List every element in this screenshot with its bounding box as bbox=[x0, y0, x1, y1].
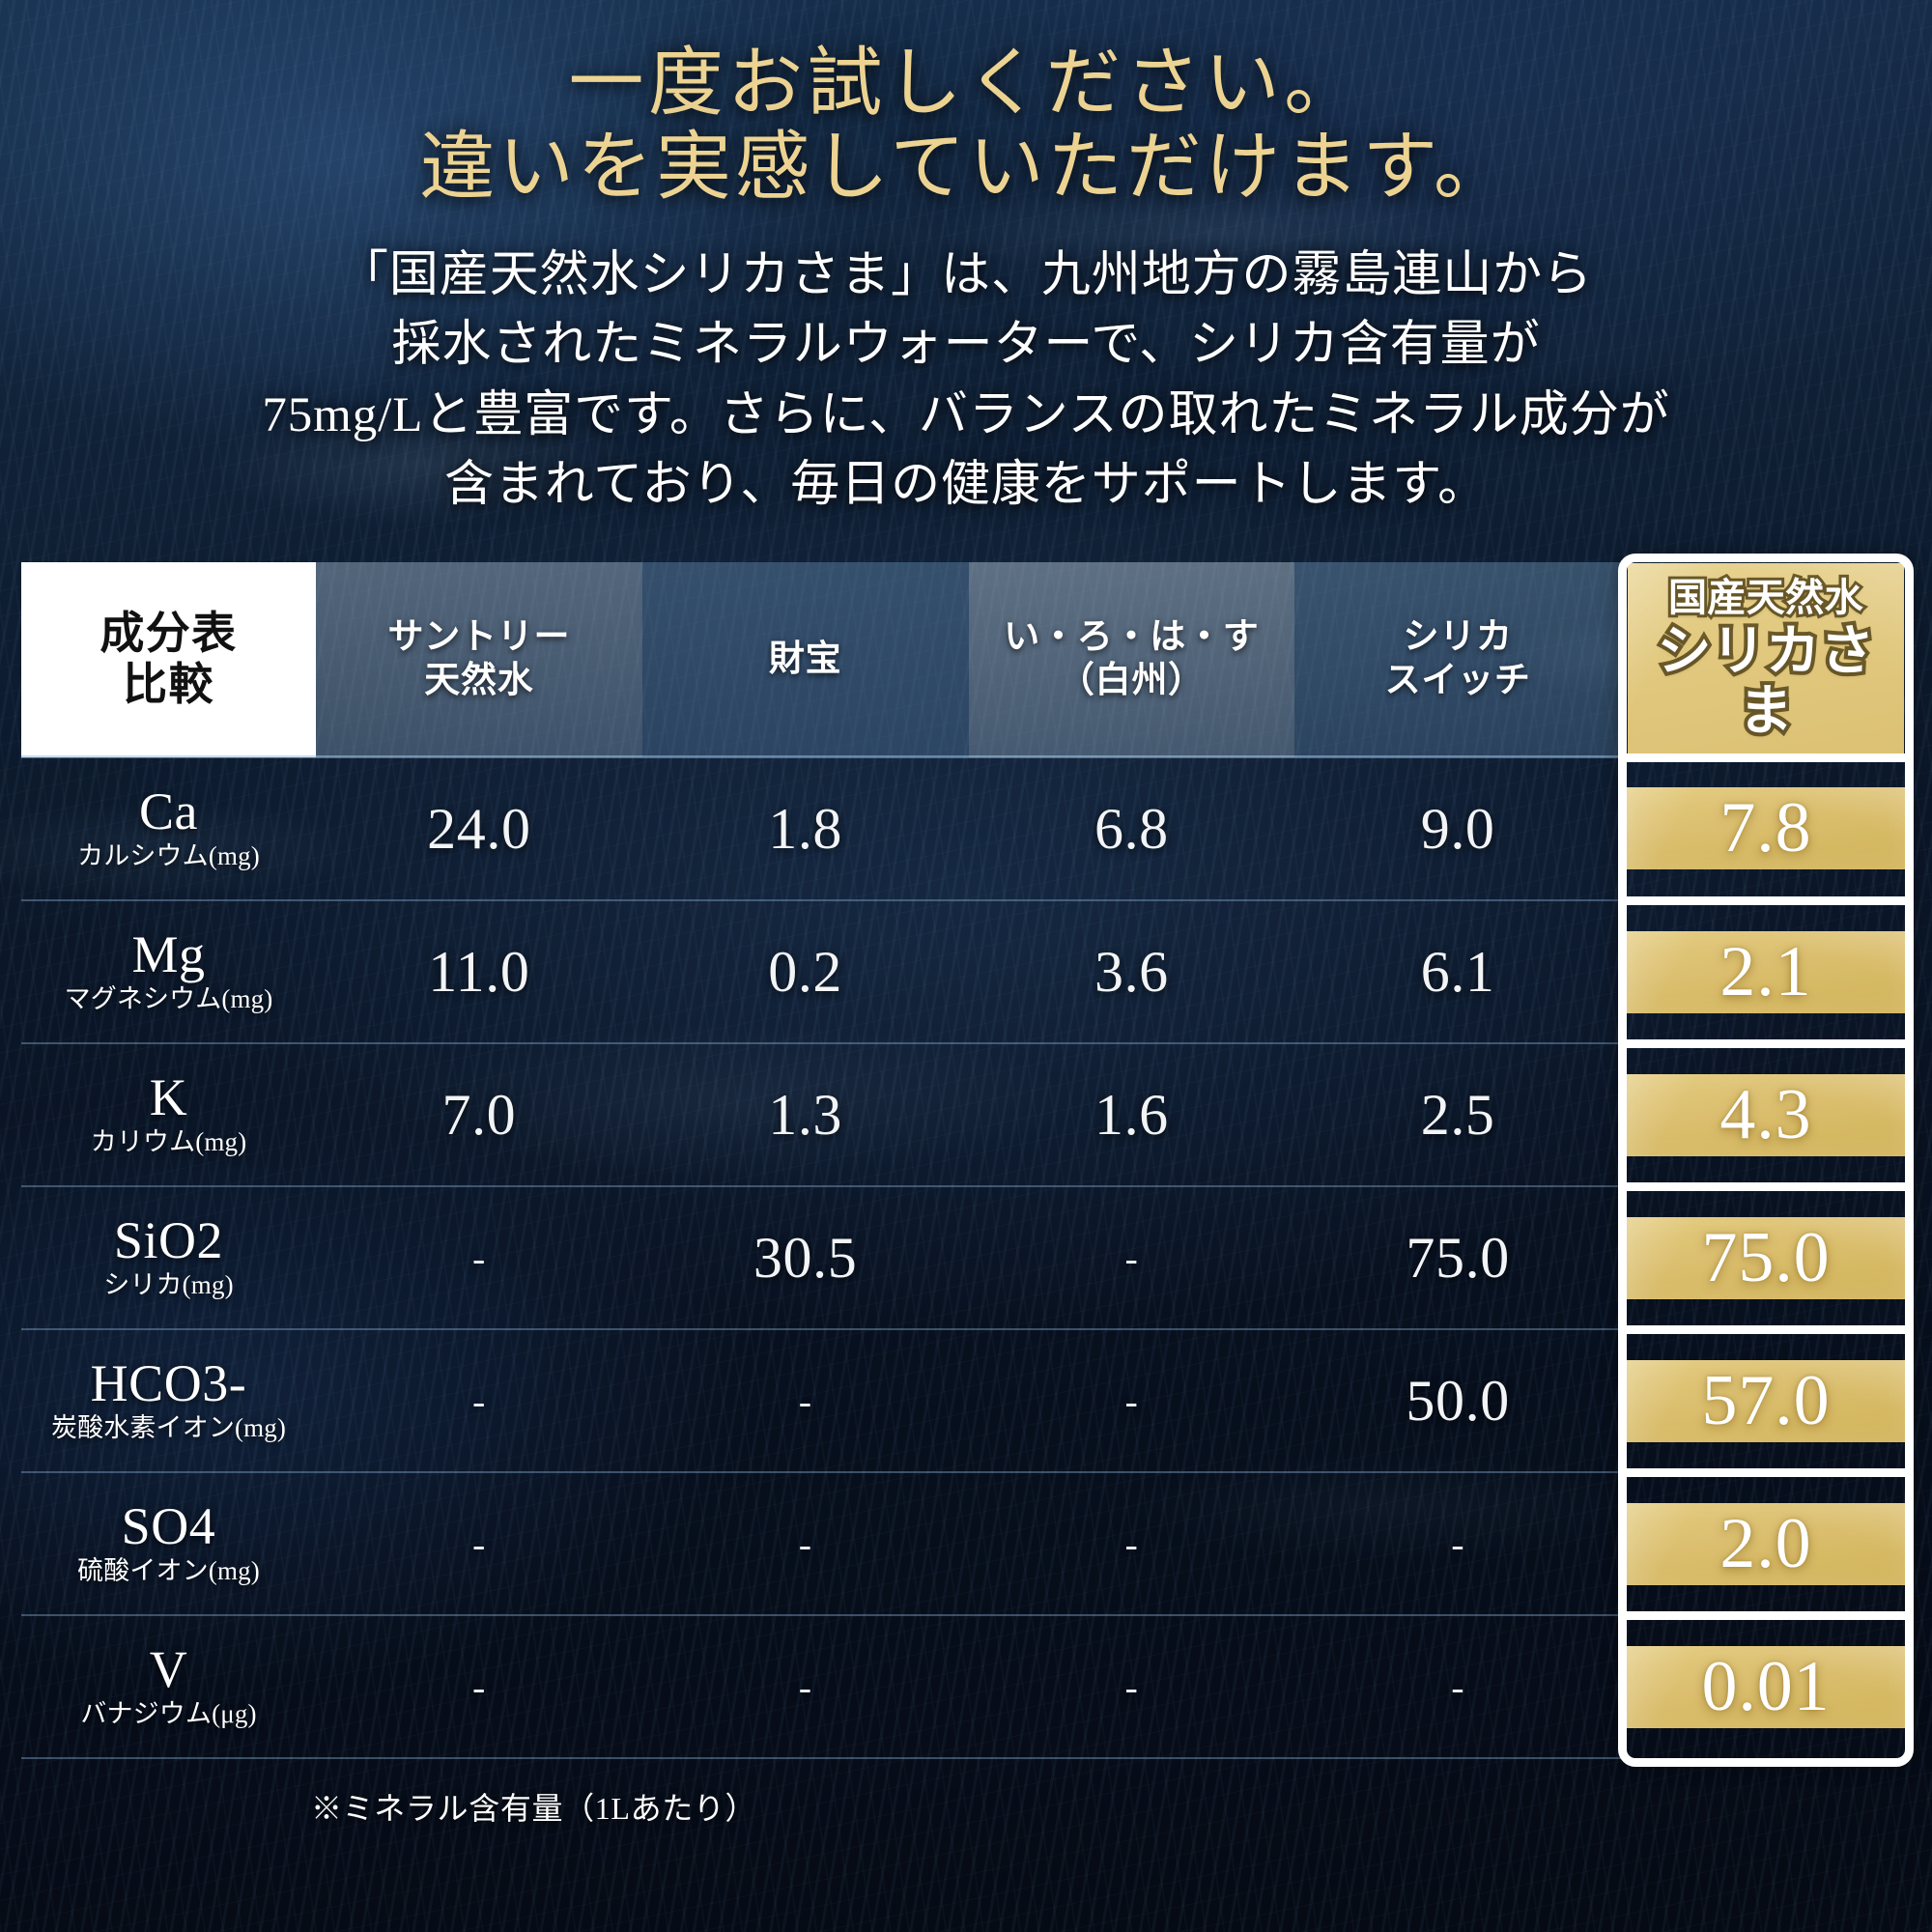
hero-value: 75.0 bbox=[1701, 1217, 1831, 1297]
row-label-k: K カリウム(mg) bbox=[21, 1042, 316, 1187]
lead-line-3: 75mg/Lと豊富です。さらに、バランスの取れたミネラル成分が bbox=[262, 387, 1670, 442]
corner-label-line-2: 比較 bbox=[123, 660, 214, 710]
row-japanese-name: 炭酸水素イオン(mg) bbox=[51, 1412, 286, 1442]
row-japanese-name: マグネシウム(mg) bbox=[64, 983, 273, 1013]
table-cell: - bbox=[316, 1328, 642, 1473]
column-header-suntory: サントリー 天然水 bbox=[316, 562, 642, 757]
column-header-line-1: い・ろ・は・す bbox=[1004, 617, 1260, 658]
row-symbol: K bbox=[149, 1067, 188, 1126]
table-row: K カリウム(mg) 7.0 1.3 1.6 2.5 4.3 bbox=[21, 1042, 1911, 1187]
table-cell: - bbox=[1294, 1471, 1621, 1616]
headline: 一度お試しください。 違いを実感していただけます。 bbox=[0, 0, 1932, 210]
table-cell: 9.0 bbox=[1294, 755, 1621, 901]
row-japanese-name: 硫酸イオン(mg) bbox=[77, 1555, 260, 1585]
lead-paragraph: 「国産天然水シリカさま」は、九州地方の霧島連山から 採水されたミネラルウォーター… bbox=[0, 241, 1932, 521]
table-cell: 3.6 bbox=[968, 899, 1295, 1044]
row-japanese-name: バナジウム(μg) bbox=[80, 1698, 257, 1728]
table-cell: 1.3 bbox=[641, 1042, 969, 1187]
row-symbol: Ca bbox=[138, 781, 199, 840]
table-cell: 2.5 bbox=[1294, 1042, 1621, 1187]
table-row: Ca カルシウム(mg) 24.0 1.8 6.8 9.0 7.8 bbox=[21, 755, 1911, 901]
row-symbol: HCO3- bbox=[90, 1353, 247, 1412]
hero-cell: 57.0 bbox=[1621, 1329, 1911, 1472]
table-cell: 24.0 bbox=[316, 755, 642, 901]
hero-cell: 4.3 bbox=[1621, 1043, 1911, 1186]
table-cell: - bbox=[968, 1185, 1295, 1330]
table-cell: - bbox=[316, 1471, 642, 1616]
hero-value: 0.01 bbox=[1701, 1646, 1831, 1726]
row-symbol: SiO2 bbox=[113, 1210, 224, 1269]
hero-value: 4.3 bbox=[1719, 1074, 1812, 1154]
table-row: HCO3- 炭酸水素イオン(mg) - - -50.0 57.0 bbox=[21, 1328, 1911, 1473]
comparison-table-wrap: 成分表 比較 サントリー 天然水 財宝 い・ろ・は・す （白州） bbox=[0, 554, 1932, 1829]
column-header-line-1: シリカ bbox=[1403, 617, 1513, 658]
table-cell: - bbox=[316, 1614, 642, 1760]
row-japanese-name: シリカ(mg) bbox=[103, 1269, 234, 1299]
column-header-zaiho: 財宝 bbox=[641, 562, 969, 757]
lead-line-4: 含まれており、毎日の健康をサポートします。 bbox=[443, 457, 1489, 512]
table-cell: - bbox=[641, 1328, 969, 1473]
table-cell: - bbox=[968, 1328, 1295, 1473]
column-header-line-2: スイッチ bbox=[1384, 661, 1531, 701]
table-cell: - bbox=[316, 1185, 642, 1330]
table-header-row: 成分表 比較 サントリー 天然水 財宝 い・ろ・は・す （白州） bbox=[21, 562, 1911, 757]
column-header-line-2: 天然水 bbox=[424, 661, 534, 701]
table-row: SiO2 シリカ(mg) -30.5-75.0 75.0 bbox=[21, 1185, 1911, 1330]
table-cell: 75.0 bbox=[1294, 1185, 1621, 1330]
headline-line-1: 一度お試しください。 bbox=[568, 41, 1364, 125]
hero-cell: 75.0 bbox=[1621, 1186, 1911, 1329]
hero-header-line-1: 国産天然水 bbox=[1665, 574, 1866, 622]
column-header-line-1: サントリー bbox=[387, 617, 571, 658]
row-label-v: V バナジウム(μg) bbox=[21, 1614, 316, 1760]
row-symbol: Mg bbox=[131, 924, 206, 983]
table-cell: 11.0 bbox=[316, 899, 642, 1044]
table-cell: 30.5 bbox=[641, 1185, 969, 1330]
table-cell: 1.8 bbox=[641, 755, 969, 901]
hero-cell: 0.01 bbox=[1621, 1615, 1911, 1758]
footnote: ※ミネラル含有量（1Lあたり） bbox=[311, 1791, 757, 1827]
table-cell: 6.1 bbox=[1294, 899, 1621, 1044]
table-row: SO4 硫酸イオン(mg) - - - -2.0 bbox=[21, 1471, 1911, 1616]
table-cell: - bbox=[1294, 1614, 1621, 1760]
row-label-sio2: SiO2 シリカ(mg) bbox=[21, 1185, 316, 1330]
table-cell: 1.6 bbox=[968, 1042, 1295, 1187]
headline-line-2: 違いを実感していただけます。 bbox=[419, 125, 1513, 210]
row-symbol: SO4 bbox=[121, 1496, 216, 1555]
comparison-table: 成分表 比較 サントリー 天然水 財宝 い・ろ・は・す （白州） bbox=[21, 562, 1911, 1760]
column-header-line-1: 財宝 bbox=[768, 639, 842, 679]
table-cell: - bbox=[968, 1614, 1295, 1760]
column-header-line-2: （白州） bbox=[1058, 661, 1205, 701]
corner-label: 成分表 比較 bbox=[21, 562, 316, 757]
lead-line-2: 採水されたミネラルウォーターで、シリカ含有量が bbox=[391, 318, 1541, 373]
table-cell: 6.8 bbox=[968, 755, 1295, 901]
hero-value: 2.0 bbox=[1719, 1503, 1812, 1583]
table-cell: 50.0 bbox=[1294, 1328, 1621, 1473]
table-row: Mg マグネシウム(mg) 11.0 0.2 3.6 6.1 2.1 bbox=[21, 899, 1911, 1044]
column-header-irohas: い・ろ・は・す （白州） bbox=[968, 562, 1295, 757]
table-cell: - bbox=[968, 1471, 1295, 1616]
column-header-silica-switch: シリカ スイッチ bbox=[1294, 562, 1621, 757]
table-cell: 0.2 bbox=[641, 899, 969, 1044]
row-japanese-name: カリウム(mg) bbox=[90, 1126, 247, 1156]
table-cell: - bbox=[641, 1471, 969, 1616]
hero-cell: 7.8 bbox=[1621, 757, 1911, 901]
hero-value: 57.0 bbox=[1701, 1360, 1831, 1440]
row-label-mg: Mg マグネシウム(mg) bbox=[21, 899, 316, 1044]
row-label-ca: Ca カルシウム(mg) bbox=[21, 755, 316, 901]
table-cell: - bbox=[641, 1614, 969, 1760]
row-label-hco3: HCO3- 炭酸水素イオン(mg) bbox=[21, 1328, 316, 1473]
column-header-hero-product: 国産天然水 シリカさま bbox=[1621, 562, 1911, 756]
table-row: V バナジウム(μg) - - - -0.01 bbox=[21, 1614, 1911, 1760]
hero-value: 2.1 bbox=[1719, 931, 1812, 1011]
row-symbol: V bbox=[149, 1639, 188, 1698]
corner-label-line-1: 成分表 bbox=[99, 608, 238, 658]
hero-cell: 2.0 bbox=[1621, 1472, 1911, 1615]
hero-value: 7.8 bbox=[1719, 788, 1812, 868]
row-japanese-name: カルシウム(mg) bbox=[77, 840, 260, 870]
lead-line-1: 「国産天然水シリカさま」は、九州地方の霧島連山から bbox=[339, 247, 1593, 302]
table-cell: 7.0 bbox=[316, 1042, 642, 1187]
hero-cell: 2.1 bbox=[1621, 900, 1911, 1043]
row-label-so4: SO4 硫酸イオン(mg) bbox=[21, 1471, 316, 1616]
hero-header-line-2: シリカさま bbox=[1653, 618, 1878, 745]
